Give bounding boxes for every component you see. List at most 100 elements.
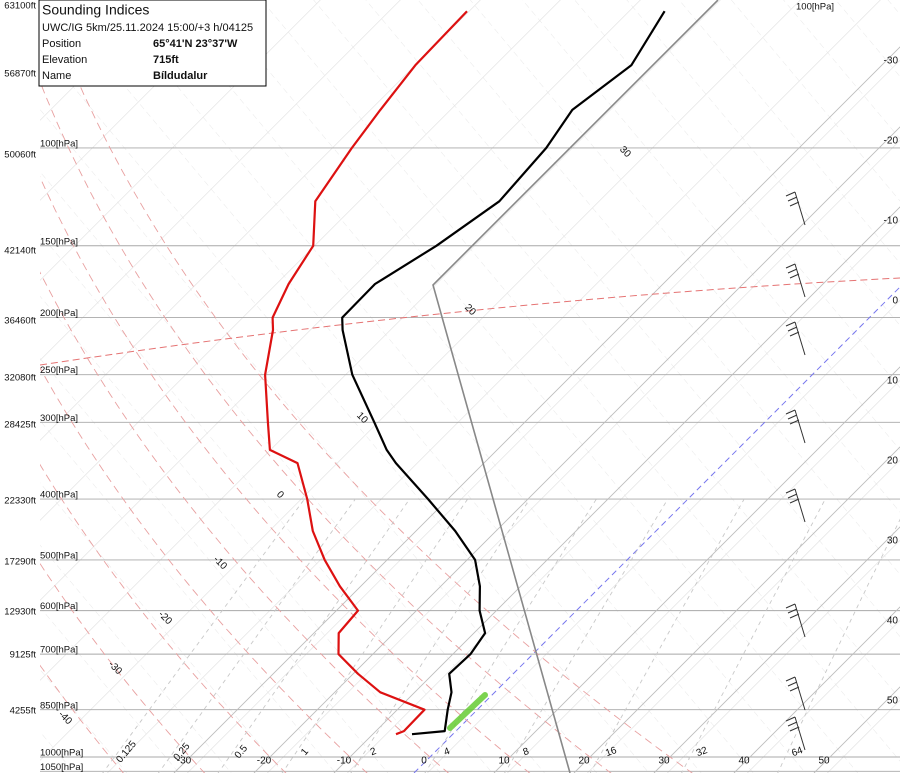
temperature-tick-label: 30 [887,536,899,547]
isobar-label: 300[hPa] [40,413,78,424]
isobar-label: 500[hPa] [40,550,78,561]
parcel-path [432,0,719,773]
temperature-tick-label: -10 [337,756,352,767]
temperature-tick-label: 0 [892,296,898,307]
temperature-tick-label: 40 [738,756,750,767]
temperature-tick-label: 10 [887,376,899,387]
mixing-ratio-line [281,498,469,773]
height-label: 36460ft [4,316,36,327]
mixing-ratio-line [504,498,669,773]
temperature-tick-label: -30 [884,56,899,67]
temperature-curve [341,10,666,736]
height-label: 50060ft [4,150,36,161]
temperature-tick-label: 20 [887,456,899,467]
mixing-ratio-line [681,498,826,773]
info-run: UWC/IG 5km/25.11.2024 15:00/+3 h/04125 [42,22,253,34]
wind-barbs [785,191,806,751]
tropopause-line [40,277,900,366]
wind-barb [785,488,806,523]
isobar-label: 700[hPa] [40,645,78,656]
wind-barb [785,409,806,444]
isobar-label: 150[hPa] [40,236,78,247]
info-value: Bíldudalur [153,70,208,82]
temperature-tick-label: 50 [818,756,830,767]
isobar-label: 1050[hPa] [40,762,83,773]
mixing-ratio-line [157,498,356,773]
wind-barb [785,321,806,356]
mixing-ratio-label: 32 [695,745,710,759]
mixing-ratio-line [350,498,531,773]
isotherm [573,446,900,773]
mixing-ratio-label: 8 [522,746,531,758]
temperature-tick-label: -20 [257,756,272,767]
temperature-tick-label: 40 [887,616,899,627]
info-value: 65°41'N 23°37'W [153,38,238,50]
temperature-tick-label: -10 [884,216,899,227]
height-label: 63100ft [4,1,36,12]
temperature-tick-label: 20 [578,756,590,767]
height-label: 4255ft [10,706,37,717]
info-key: Position [42,38,81,50]
dry-adiabat [40,562,206,773]
height-label: 17290ft [4,557,36,568]
mixing-ratio-label: 1 [299,746,311,758]
wind-barb [785,603,806,638]
isobar-label: 850[hPa] [40,700,78,711]
dry-adiabat [40,271,450,773]
height-label: 9125ft [10,650,37,661]
info-key: Name [42,70,71,82]
isobar-label: 100[hPa] [40,138,78,149]
info-box: Sounding Indices UWC/IG 5km/25.11.2024 1… [38,0,267,87]
curve-layer [40,0,900,773]
mixing-ratio-line [102,498,305,773]
mixing-ratio-line [777,518,900,773]
mixing-ratio-label: 64 [790,745,805,759]
temperature-tick-label: 50 [887,696,899,707]
mixing-ratio-label: 2 [369,746,378,758]
isobar-label: 600[hPa] [40,601,78,612]
temperature-tick-label: -30 [177,756,192,767]
zero-isotherm [413,286,900,773]
temperature-tick-label: 30 [658,756,670,767]
height-label: 22330ft [4,496,36,507]
wind-barb [785,676,806,711]
isobar-label: 250[hPa] [40,365,78,376]
moist-adiabat-grid [40,0,900,773]
dry-adiabat [40,664,124,773]
info-title: Sounding Indices [42,2,149,18]
dry-adiabat [40,80,612,773]
temperature-tick-label: 0 [421,756,427,767]
isotherm [333,206,900,773]
isotherm [173,46,900,773]
isobar-label: 200[hPa] [40,308,78,319]
info-key: Elevation [42,54,87,66]
dry-adiabat [40,463,287,773]
height-label: 28425ft [4,420,36,431]
mixing-ratio-line [589,498,745,773]
isobar-label: 400[hPa] [40,490,78,501]
isotherm [493,366,900,773]
isobar-label: 1000[hPa] [40,748,83,759]
isotherm [733,606,900,773]
info-box-frame [38,0,267,87]
mixing-ratio-label: 4 [442,746,451,758]
isotherm [653,526,900,773]
wind-barb [785,191,806,226]
info-value: 715ft [153,54,179,66]
wind-barb [785,263,806,298]
mixing-ratio-label: 16 [604,745,619,759]
height-label: 42140ft [4,246,36,257]
lcl-marker [447,692,488,731]
temperature-tick-label: 10 [498,756,510,767]
height-label: 56870ft [4,69,36,80]
wind-barb [785,716,806,751]
height-label: 32080ft [4,373,36,384]
dry-adiabat [40,176,531,773]
temperature-tick-label: -20 [884,136,899,147]
dewpoint-curve [264,10,468,736]
mixing-ratio-line [217,498,410,773]
dry-adiabat [45,0,693,773]
isobar-label: 100[hPa] [796,2,834,13]
